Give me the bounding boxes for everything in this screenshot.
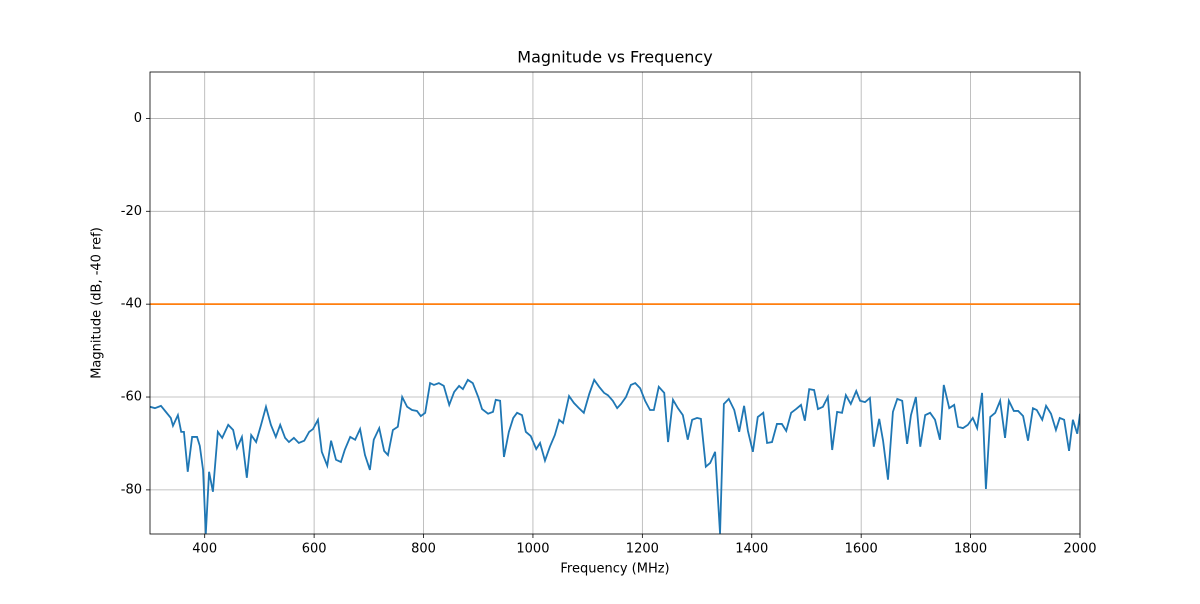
x-axis-label: Frequency (MHz) xyxy=(560,562,669,577)
y-tick-label: -40 xyxy=(121,297,142,312)
y-tick-label: -60 xyxy=(121,390,142,405)
y-tick-label: -20 xyxy=(121,204,142,219)
y-axis-label: Magnitude (dB, -40 ref) xyxy=(90,227,105,379)
chart-title: Magnitude vs Frequency xyxy=(517,48,712,67)
x-tick-label: 1200 xyxy=(626,542,659,557)
x-tick-label: 1400 xyxy=(735,542,768,557)
x-tick-label: 800 xyxy=(411,542,436,557)
x-tick-label: 1800 xyxy=(954,542,987,557)
x-tick-label: 400 xyxy=(192,542,217,557)
y-tick-label: -80 xyxy=(121,482,142,497)
y-tick-label: 0 xyxy=(134,111,142,126)
data-line xyxy=(150,377,1080,534)
x-tick-label: 2000 xyxy=(1063,542,1096,557)
plot-frame xyxy=(149,71,1081,535)
x-tick-label: 600 xyxy=(302,542,327,557)
x-tick-label: 1000 xyxy=(516,542,549,557)
x-tick-label: 1600 xyxy=(845,542,878,557)
